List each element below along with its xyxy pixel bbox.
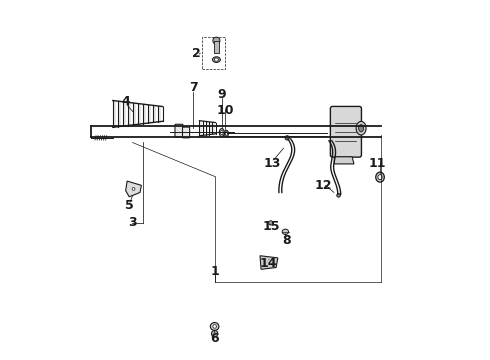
Ellipse shape <box>376 172 384 182</box>
Polygon shape <box>126 181 142 197</box>
Ellipse shape <box>282 229 289 234</box>
Text: 14: 14 <box>260 257 277 270</box>
Text: 2: 2 <box>193 47 201 60</box>
Text: 4: 4 <box>121 95 130 108</box>
Ellipse shape <box>220 130 223 135</box>
Text: 3: 3 <box>128 216 137 229</box>
Text: 1: 1 <box>210 265 219 278</box>
Ellipse shape <box>210 323 219 330</box>
Text: 13: 13 <box>263 157 280 170</box>
Ellipse shape <box>359 125 364 132</box>
FancyBboxPatch shape <box>330 107 362 157</box>
Text: 10: 10 <box>217 104 234 117</box>
Bar <box>202 37 225 69</box>
Ellipse shape <box>285 136 289 140</box>
Text: 5: 5 <box>124 198 133 212</box>
Ellipse shape <box>213 37 220 44</box>
Ellipse shape <box>213 57 220 63</box>
Ellipse shape <box>220 129 224 136</box>
Ellipse shape <box>224 130 228 137</box>
Ellipse shape <box>215 58 219 61</box>
Bar <box>214 41 219 53</box>
Ellipse shape <box>337 194 341 197</box>
Ellipse shape <box>225 132 227 135</box>
Text: 9: 9 <box>218 88 226 101</box>
Text: 6: 6 <box>210 333 219 346</box>
Text: 11: 11 <box>368 157 386 170</box>
Ellipse shape <box>269 221 273 225</box>
Ellipse shape <box>132 188 135 190</box>
Ellipse shape <box>213 325 217 328</box>
FancyBboxPatch shape <box>182 127 190 138</box>
Ellipse shape <box>211 330 218 337</box>
Text: 12: 12 <box>315 179 332 192</box>
FancyBboxPatch shape <box>175 124 183 137</box>
Polygon shape <box>260 256 278 269</box>
Text: 15: 15 <box>263 220 281 233</box>
Text: 7: 7 <box>189 81 197 94</box>
Ellipse shape <box>378 175 382 180</box>
Ellipse shape <box>356 121 366 135</box>
Polygon shape <box>334 157 354 164</box>
Text: 8: 8 <box>282 234 291 247</box>
